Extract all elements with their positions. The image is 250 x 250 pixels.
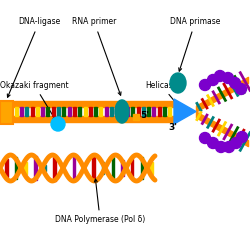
Bar bbox=[89, 107, 92, 116]
Bar bbox=[14, 107, 18, 116]
Bar bbox=[73, 155, 75, 181]
Bar bbox=[54, 155, 56, 181]
Ellipse shape bbox=[170, 73, 186, 93]
Bar bbox=[120, 107, 124, 116]
Bar bbox=[140, 158, 143, 178]
Bar bbox=[131, 107, 134, 116]
Bar bbox=[68, 107, 70, 116]
Bar bbox=[121, 160, 124, 176]
Bar bbox=[15, 158, 17, 178]
Bar bbox=[24, 162, 27, 174]
Circle shape bbox=[236, 84, 246, 94]
Bar bbox=[105, 107, 108, 116]
Circle shape bbox=[236, 132, 248, 142]
Circle shape bbox=[230, 138, 241, 148]
Bar bbox=[46, 107, 50, 116]
Bar bbox=[102, 162, 104, 174]
Text: DNA primase: DNA primase bbox=[170, 18, 220, 71]
Bar bbox=[57, 107, 60, 116]
Bar bbox=[126, 107, 129, 116]
Bar bbox=[110, 107, 113, 116]
Bar bbox=[20, 107, 23, 116]
Circle shape bbox=[208, 138, 218, 148]
Text: Okazaki fragment: Okazaki fragment bbox=[0, 80, 68, 120]
Bar bbox=[92, 156, 95, 180]
Circle shape bbox=[230, 78, 240, 88]
Circle shape bbox=[224, 142, 234, 152]
Polygon shape bbox=[174, 99, 196, 124]
Circle shape bbox=[222, 72, 234, 84]
Text: 3': 3' bbox=[168, 123, 177, 132]
Bar bbox=[34, 156, 36, 180]
Bar bbox=[112, 157, 114, 179]
Bar bbox=[163, 107, 166, 116]
Bar bbox=[82, 165, 85, 171]
Bar bbox=[73, 107, 76, 116]
Bar bbox=[9, 107, 12, 116]
Circle shape bbox=[200, 132, 210, 143]
Bar bbox=[41, 107, 44, 116]
Bar bbox=[52, 107, 55, 116]
Circle shape bbox=[216, 142, 226, 152]
Bar bbox=[4, 107, 7, 116]
Bar bbox=[36, 107, 39, 116]
Bar bbox=[150, 162, 153, 174]
Bar bbox=[168, 107, 171, 116]
Bar bbox=[0, 116, 175, 122]
Ellipse shape bbox=[115, 100, 129, 123]
Bar bbox=[142, 107, 145, 116]
Bar bbox=[84, 107, 86, 116]
Bar bbox=[136, 107, 140, 116]
Bar bbox=[158, 107, 161, 116]
Bar bbox=[115, 107, 118, 116]
Text: RNA primer: RNA primer bbox=[72, 18, 121, 95]
Bar bbox=[100, 107, 102, 116]
Bar bbox=[25, 107, 28, 116]
Bar bbox=[78, 107, 81, 116]
Bar bbox=[147, 107, 150, 116]
Bar bbox=[94, 107, 97, 116]
Bar bbox=[44, 165, 46, 171]
Text: Helicase: Helicase bbox=[145, 80, 180, 108]
Bar bbox=[30, 107, 34, 116]
Circle shape bbox=[200, 80, 210, 90]
Bar bbox=[62, 107, 65, 116]
Bar bbox=[133, 114, 139, 120]
Circle shape bbox=[208, 74, 218, 86]
Ellipse shape bbox=[51, 117, 65, 131]
Text: DNA-ligase: DNA-ligase bbox=[7, 18, 60, 97]
Bar bbox=[131, 159, 134, 177]
Text: 5': 5' bbox=[140, 111, 149, 120]
Bar bbox=[5, 159, 8, 177]
Text: DNA Polymerase (Pol δ): DNA Polymerase (Pol δ) bbox=[55, 179, 145, 224]
Bar bbox=[0, 101, 13, 124]
Circle shape bbox=[214, 70, 226, 82]
Bar bbox=[152, 107, 156, 116]
Bar bbox=[0, 101, 175, 107]
